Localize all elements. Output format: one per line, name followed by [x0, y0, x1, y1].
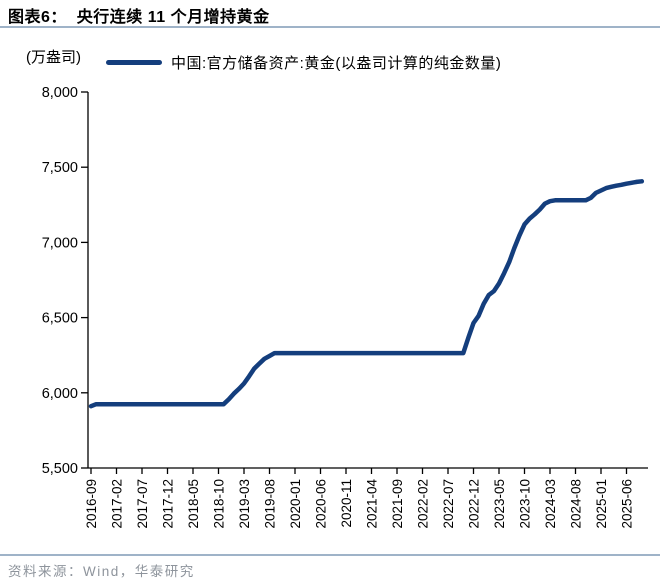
x-tick-label: 2024-03 [543, 479, 558, 529]
x-tick-label: 2021-09 [390, 479, 405, 529]
y-tick-label: 5,500 [42, 461, 78, 477]
x-tick-label: 2023-05 [492, 479, 507, 529]
source-note: 资料来源：Wind，华泰研究 [8, 564, 195, 579]
x-tick-label: 2025-01 [594, 479, 609, 529]
x-tick-label: 2020-01 [288, 479, 303, 529]
x-tick-label: 2017-02 [110, 479, 125, 529]
x-tick-label: 2022-12 [467, 479, 482, 529]
x-tick-label: 2022-07 [441, 479, 456, 529]
x-tick-label: 2024-08 [569, 479, 584, 529]
data-line [88, 179, 645, 409]
y-tick-label: 6,500 [42, 311, 78, 327]
title-divider [0, 26, 660, 28]
legend-line-swatch [106, 60, 162, 65]
x-tick-label: 2023-10 [518, 479, 533, 529]
x-tick-label: 2017-07 [135, 479, 150, 529]
figure-title: 图表6： 央行连续 11 个月增持黄金 [8, 9, 270, 26]
y-tick-label: 7,000 [42, 235, 78, 251]
x-tick-label: 2017-12 [161, 479, 176, 529]
y-tick-label: 6,000 [42, 386, 78, 402]
x-tick-label: 2019-03 [237, 479, 252, 529]
x-tick-label: 2018-10 [212, 479, 227, 529]
x-tick-label: 2019-08 [263, 479, 278, 529]
x-tick-label: 2020-06 [314, 479, 329, 529]
legend: 中国:官方储备资产:黄金(以盎司计算的纯金数量) [106, 52, 501, 73]
x-tick-label: 2025-06 [620, 479, 635, 529]
y-tick-label: 7,500 [42, 160, 78, 176]
x-tick-label: 2022-02 [416, 479, 431, 529]
y-tick-label: 8,000 [42, 85, 78, 101]
x-tick-label: 2018-05 [186, 479, 201, 529]
x-tick-label: 2021-04 [365, 479, 380, 529]
x-tick-label: 2016-09 [84, 479, 99, 529]
footer-divider [0, 554, 660, 556]
x-tick-label: 2020-11 [339, 479, 354, 528]
y-axis-unit-label: (万盎司) [26, 49, 81, 66]
legend-label: 中国:官方储备资产:黄金(以盎司计算的纯金数量) [171, 55, 502, 72]
